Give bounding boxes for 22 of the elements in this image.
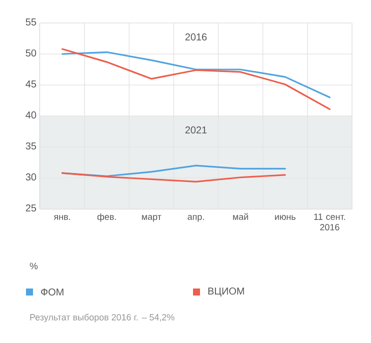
x-tick-label: 11 сент. 2016 [314, 214, 346, 230]
band-label: 2021 [185, 126, 207, 134]
x-tick-label: фев. [97, 213, 116, 222]
y-tick-label: 25 [26, 204, 36, 212]
y-tick-label: 45 [26, 80, 36, 88]
y-tick-label: 40 [26, 111, 36, 118]
y-tick-label: 55 [26, 18, 36, 26]
x-tick-label: янв. [54, 215, 70, 220]
legend-label: ВЦИОМ [208, 288, 244, 296]
y-tick-label: 30 [26, 173, 36, 180]
x-tick-label: март [142, 215, 162, 222]
legend-label: ФОМ [41, 288, 64, 296]
y-tick-label: 35 [26, 142, 36, 150]
line-series [61, 51, 331, 98]
y-axis-title: % [30, 262, 38, 270]
x-tick-label: апр. [188, 215, 204, 222]
x-tick-label: май [233, 213, 248, 220]
x-tick-label: июнь [275, 215, 296, 220]
line-series [61, 48, 331, 110]
band-label: 2016 [185, 33, 207, 40]
y-tick-label: 50 [26, 49, 36, 56]
text: Результат выборов 2016 г. – 54,2% [30, 314, 174, 322]
